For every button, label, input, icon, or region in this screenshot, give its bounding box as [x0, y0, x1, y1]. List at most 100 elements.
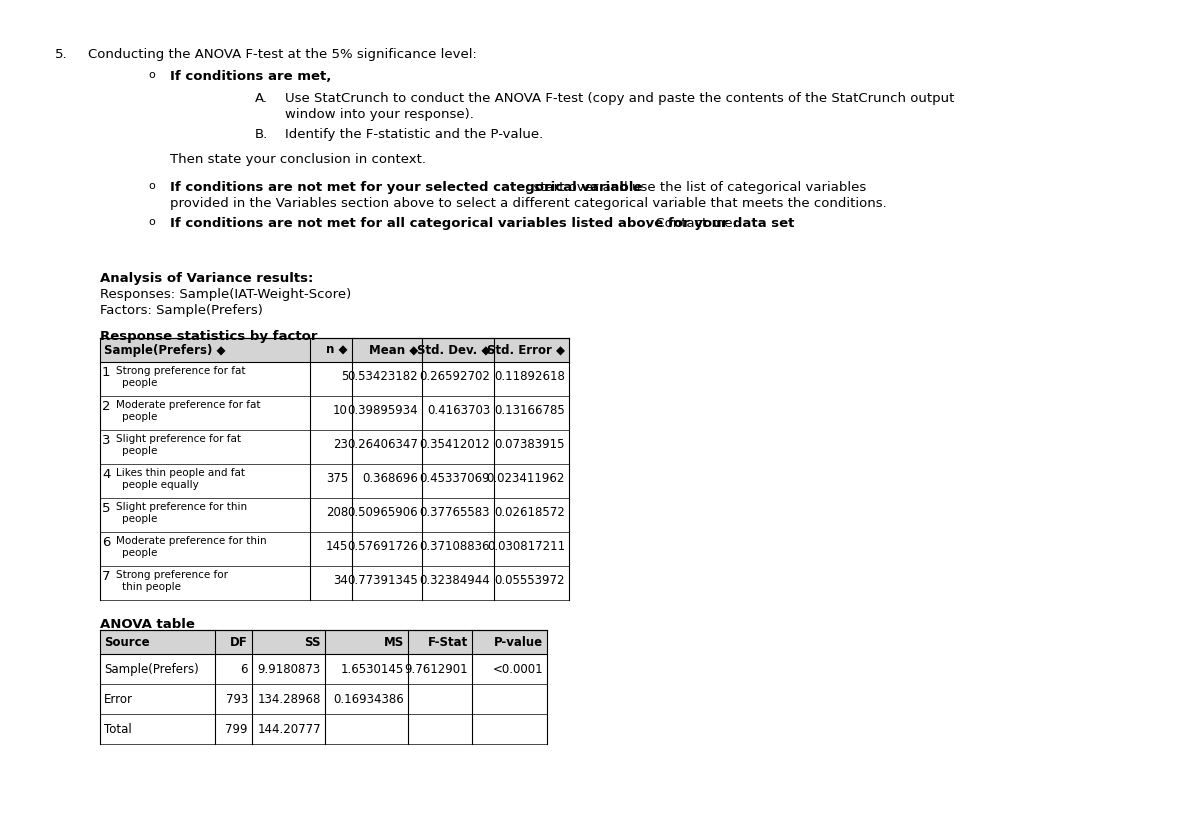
- Text: 0.53423182: 0.53423182: [347, 370, 418, 383]
- Text: o: o: [148, 70, 155, 80]
- Text: Likes thin people and fat: Likes thin people and fat: [116, 468, 245, 478]
- Text: Factors: Sample(Prefers): Factors: Sample(Prefers): [100, 304, 263, 317]
- Text: 1: 1: [102, 366, 110, 379]
- Text: 23: 23: [334, 438, 348, 451]
- Bar: [100, 338, 569, 362]
- Text: 793: 793: [226, 693, 248, 706]
- Text: 0.07383915: 0.07383915: [494, 438, 565, 451]
- Text: Total: Total: [104, 723, 132, 736]
- Text: 10: 10: [334, 404, 348, 417]
- Text: 0.4163703: 0.4163703: [427, 404, 490, 417]
- Text: 0.02618572: 0.02618572: [494, 506, 565, 519]
- Text: F-Stat: F-Stat: [427, 636, 468, 649]
- Text: , Contact me.: , Contact me.: [647, 217, 737, 230]
- Bar: [100, 430, 569, 464]
- Text: 0.32384944: 0.32384944: [419, 574, 490, 587]
- Text: 0.26406347: 0.26406347: [347, 438, 418, 451]
- Text: <0.0001: <0.0001: [492, 663, 542, 676]
- Text: 208: 208: [325, 506, 348, 519]
- Text: 9.7612901: 9.7612901: [404, 663, 468, 676]
- Text: Response statistics by factor: Response statistics by factor: [100, 330, 318, 343]
- Text: Then state your conclusion in context.: Then state your conclusion in context.: [170, 153, 426, 166]
- Text: Sample(Prefers) ◆: Sample(Prefers) ◆: [104, 344, 226, 357]
- Text: 4: 4: [102, 468, 110, 481]
- Text: Strong preference for fat: Strong preference for fat: [116, 366, 246, 376]
- Text: ANOVA table: ANOVA table: [100, 618, 194, 631]
- Bar: [100, 464, 569, 498]
- Text: Std. Error ◆: Std. Error ◆: [487, 344, 565, 357]
- Text: 6: 6: [240, 663, 248, 676]
- Bar: [100, 566, 569, 600]
- Text: MS: MS: [384, 636, 404, 649]
- Text: 2: 2: [102, 400, 110, 413]
- Text: 799: 799: [226, 723, 248, 736]
- Text: 0.368696: 0.368696: [362, 472, 418, 485]
- Text: If conditions are not met for your selected categorical variable: If conditions are not met for your selec…: [170, 181, 642, 194]
- Text: If conditions are not met for all categorical variables listed above for your da: If conditions are not met for all catego…: [170, 217, 794, 230]
- Text: thin people: thin people: [122, 582, 181, 592]
- Text: , start over and use the list of categorical variables: , start over and use the list of categor…: [526, 181, 866, 194]
- Text: Slight preference for fat: Slight preference for fat: [116, 434, 241, 444]
- Text: If conditions are met,: If conditions are met,: [170, 70, 331, 83]
- Text: Source: Source: [104, 636, 150, 649]
- Text: 145: 145: [325, 540, 348, 553]
- Text: SS: SS: [305, 636, 322, 649]
- Text: 0.13166785: 0.13166785: [494, 404, 565, 417]
- Bar: [100, 362, 569, 396]
- Text: people: people: [122, 548, 157, 558]
- Text: B.: B.: [256, 128, 269, 141]
- Text: 0.16934386: 0.16934386: [334, 693, 404, 706]
- Text: Std. Dev. ◆: Std. Dev. ◆: [416, 344, 490, 357]
- Text: Strong preference for: Strong preference for: [116, 570, 228, 580]
- Text: 0.45337069: 0.45337069: [419, 472, 490, 485]
- Text: n ◆: n ◆: [326, 344, 348, 357]
- Text: 0.39895934: 0.39895934: [347, 404, 418, 417]
- Text: Moderate preference for thin: Moderate preference for thin: [116, 536, 266, 546]
- Text: Identify the F-statistic and the P-value.: Identify the F-statistic and the P-value…: [286, 128, 544, 141]
- Text: Use StatCrunch to conduct the ANOVA F-test (copy and paste the contents of the S: Use StatCrunch to conduct the ANOVA F-te…: [286, 92, 954, 105]
- Text: o: o: [148, 181, 155, 191]
- Text: 9.9180873: 9.9180873: [258, 663, 322, 676]
- Text: 3: 3: [102, 434, 110, 447]
- Text: people equally: people equally: [122, 480, 199, 490]
- Text: P-value: P-value: [494, 636, 542, 649]
- Text: 34: 34: [334, 574, 348, 587]
- Text: 144.20777: 144.20777: [257, 723, 322, 736]
- Text: provided in the Variables section above to select a different categorical variab: provided in the Variables section above …: [170, 197, 887, 210]
- Text: 375: 375: [325, 472, 348, 485]
- Text: 6: 6: [102, 536, 110, 549]
- Text: 5: 5: [102, 502, 110, 515]
- Text: 0.37765583: 0.37765583: [420, 506, 490, 519]
- Text: people: people: [122, 378, 157, 388]
- Text: people: people: [122, 514, 157, 524]
- Text: Error: Error: [104, 693, 133, 706]
- Text: 0.030817211: 0.030817211: [487, 540, 565, 553]
- Text: 0.77391345: 0.77391345: [347, 574, 418, 587]
- Text: 1.6530145: 1.6530145: [341, 663, 404, 676]
- Text: 134.28968: 134.28968: [258, 693, 322, 706]
- Text: Slight preference for thin: Slight preference for thin: [116, 502, 247, 512]
- Bar: [100, 684, 547, 714]
- Text: 0.35412012: 0.35412012: [419, 438, 490, 451]
- Bar: [100, 654, 547, 684]
- Text: 7: 7: [102, 570, 110, 583]
- Text: 0.50965906: 0.50965906: [347, 506, 418, 519]
- Text: 0.37108836: 0.37108836: [420, 540, 490, 553]
- Text: 0.023411962: 0.023411962: [487, 472, 565, 485]
- Text: 0.11892618: 0.11892618: [494, 370, 565, 383]
- Text: DF: DF: [230, 636, 248, 649]
- Text: Responses: Sample(IAT-Weight-Score): Responses: Sample(IAT-Weight-Score): [100, 288, 352, 301]
- Text: 0.26592702: 0.26592702: [419, 370, 490, 383]
- Text: window into your response).: window into your response).: [286, 108, 474, 121]
- Text: people: people: [122, 412, 157, 422]
- Text: 5: 5: [341, 370, 348, 383]
- Text: people: people: [122, 446, 157, 456]
- Text: 0.05553972: 0.05553972: [494, 574, 565, 587]
- Bar: [100, 532, 569, 566]
- Text: A.: A.: [256, 92, 268, 105]
- Bar: [100, 396, 569, 430]
- Bar: [100, 714, 547, 744]
- Text: Moderate preference for fat: Moderate preference for fat: [116, 400, 260, 410]
- Text: 5.: 5.: [55, 48, 67, 61]
- Bar: [100, 498, 569, 532]
